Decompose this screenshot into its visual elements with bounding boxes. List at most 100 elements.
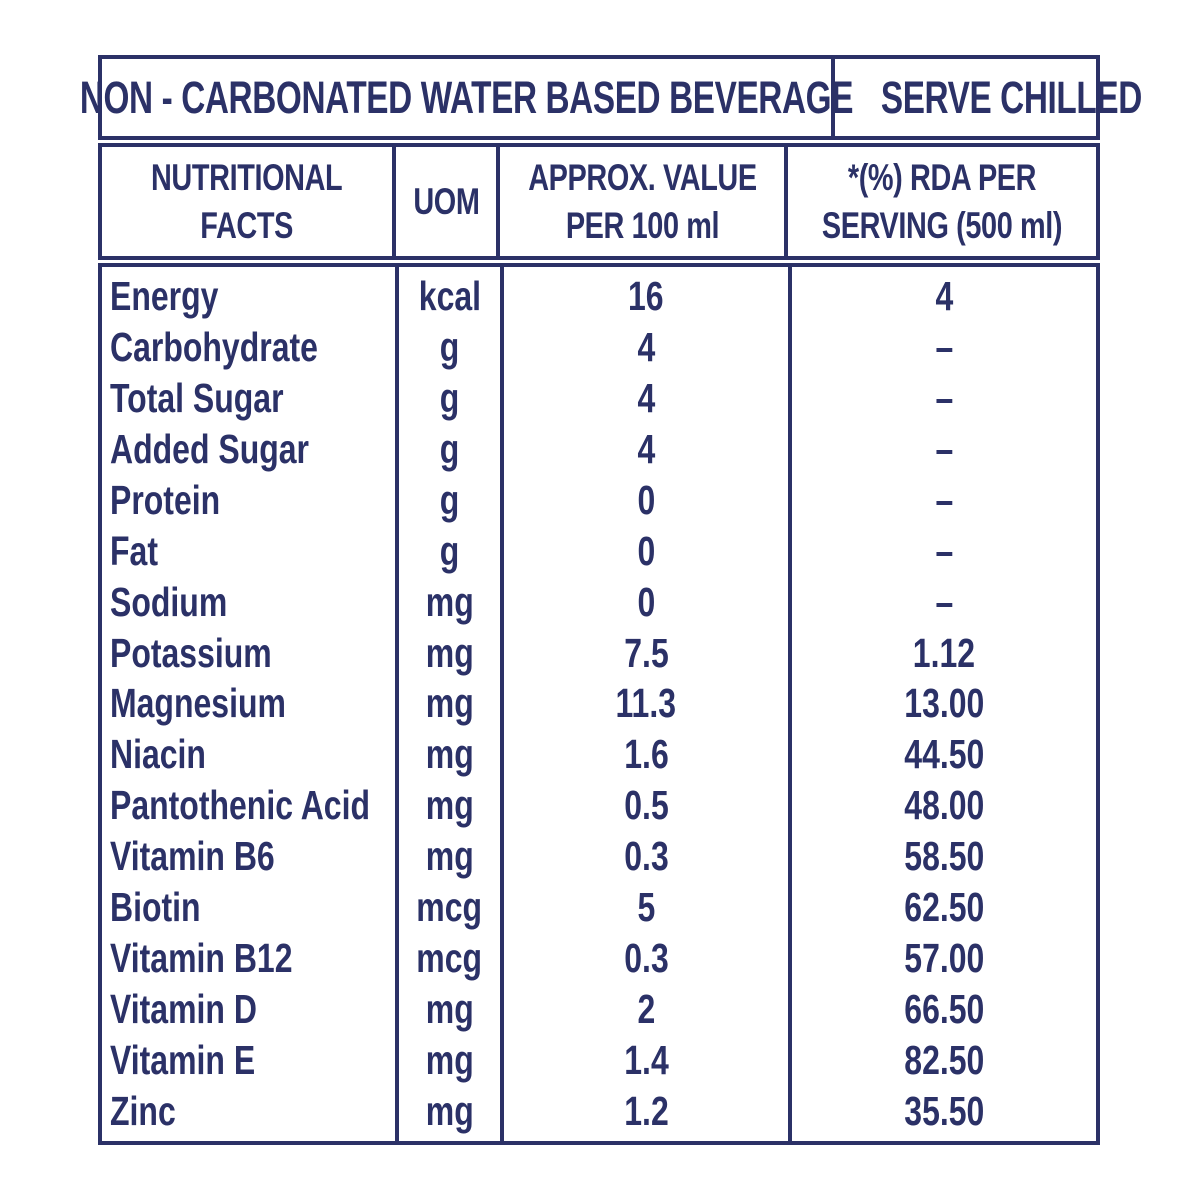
cell-uom: mcg	[399, 882, 500, 933]
cell-name: Biotin	[102, 882, 395, 933]
cell-name: Magnesium	[102, 679, 395, 730]
cell-rda-text: –	[935, 323, 953, 370]
cell-rda-text: –	[935, 476, 953, 523]
cell-name: Added Sugar	[102, 424, 395, 475]
cell-name: Fat	[102, 526, 395, 577]
cell-value: 2	[504, 984, 788, 1035]
cell-uom-text: mg	[425, 578, 474, 625]
cell-value-text: 2	[637, 986, 655, 1033]
cell-rda-text: 44.50	[903, 731, 985, 778]
cell-name-text: Potassium	[110, 629, 272, 676]
column-rda: 4– – – – – –1.12 13.00 44.50 48.00 58.50 62.50 57.0…	[792, 267, 1096, 1141]
column-name: Energy Carbohydrate Total Sugar Added Sugar…	[102, 267, 399, 1141]
cell-name-text: Sodium	[110, 578, 228, 625]
cell-value: 11.3	[504, 679, 788, 730]
cell-value: 1.2	[504, 1086, 788, 1137]
cell-name: Vitamin E	[102, 1035, 395, 1086]
cell-uom-text: kcal	[418, 272, 481, 319]
col-header-rda-per-serving: *(%) RDA PER SERVING (500 ml)	[788, 147, 1096, 256]
cell-rda: 35.50	[792, 1086, 1096, 1137]
cell-rda-text: 48.00	[903, 782, 985, 829]
cell-value-text: 0.3	[623, 833, 669, 880]
cell-uom-text: mg	[425, 731, 474, 778]
cell-uom-text: g	[439, 476, 460, 523]
cell-value-text: 1.2	[623, 1087, 669, 1134]
cell-value: 4	[504, 373, 788, 424]
cell-name-text: Magnesium	[110, 680, 286, 727]
cell-name: Carbohydrate	[102, 322, 395, 373]
cell-value-text: 1.4	[623, 1037, 669, 1084]
cell-rda-text: 35.50	[903, 1087, 985, 1134]
column-uom: kcal g g g g g mg mg mg mg mg mg mcg mcg mg mg mg	[399, 267, 504, 1141]
cell-value: 4	[504, 424, 788, 475]
cell-uom-text: mg	[425, 782, 474, 829]
cell-uom-text: mg	[425, 629, 474, 676]
cell-uom-text: mg	[425, 1037, 474, 1084]
cell-value-text: 5	[637, 884, 655, 931]
cell-value: 0.3	[504, 831, 788, 882]
cell-uom-text: g	[439, 425, 460, 472]
cell-rda: 44.50	[792, 729, 1096, 780]
cell-rda-text: 66.50	[903, 986, 985, 1033]
cell-rda-text: 58.50	[903, 833, 985, 880]
cell-uom: mg	[399, 831, 500, 882]
col-header-line: FACTS	[200, 204, 294, 246]
cell-value-text: 0.3	[623, 935, 669, 982]
nutrition-label: NON - CARBONATED WATER BASED BEVERAGE SE…	[80, 55, 1142, 1145]
cell-uom: mg	[399, 729, 500, 780]
cell-name-text: Fat	[110, 527, 158, 574]
cell-uom: mg	[399, 1035, 500, 1086]
cell-uom: mcg	[399, 933, 500, 984]
cell-name-text: Vitamin E	[110, 1037, 256, 1084]
col-header-line: PER 100 ml	[565, 204, 719, 246]
cell-name-text: Energy	[110, 272, 219, 319]
cell-rda-text: –	[935, 425, 953, 472]
cell-name-text: Protein	[110, 476, 221, 523]
col-header-line: UOM	[412, 180, 480, 222]
cell-rda: –	[792, 577, 1096, 628]
cell-name: Pantothenic Acid	[102, 780, 395, 831]
cell-uom-text: g	[439, 527, 460, 574]
cell-value-text: 0.5	[623, 782, 669, 829]
col-header-uom: UOM	[396, 147, 501, 256]
column-value: 16 4 4 4 0 0 0 7.5 11.3 1.6 0.5 0.3 5 0.3 2 1.4 1.2	[504, 267, 792, 1141]
cell-uom-text: mg	[425, 680, 474, 727]
cell-uom-text: g	[439, 323, 460, 370]
cell-uom: g	[399, 424, 500, 475]
cell-uom: g	[399, 526, 500, 577]
cell-uom-text: mcg	[416, 884, 483, 931]
cell-name: Sodium	[102, 577, 395, 628]
cell-rda-text: 82.50	[903, 1037, 985, 1084]
cell-rda: 62.50	[792, 882, 1096, 933]
cell-value-text: 4	[637, 374, 655, 421]
cell-value: 0.3	[504, 933, 788, 984]
col-header-nutritional-facts: NUTRITIONAL FACTS	[102, 147, 397, 256]
cell-name: Vitamin B6	[102, 831, 395, 882]
cell-uom-text: mg	[425, 1087, 474, 1134]
cell-name: Zinc	[102, 1086, 395, 1137]
cell-rda: –	[792, 475, 1096, 526]
cell-name-text: Vitamin D	[110, 986, 257, 1033]
cell-name: Potassium	[102, 628, 395, 679]
cell-uom: kcal	[399, 271, 500, 322]
banner-product-type-label: NON - CARBONATED WATER BASED BEVERAGE	[79, 71, 854, 123]
table-header-row: NUTRITIONAL FACTS UOM APPROX. VALUE PER …	[98, 143, 1100, 260]
cell-rda-text: 57.00	[903, 935, 985, 982]
cell-value: 5	[504, 882, 788, 933]
cell-name: Vitamin B12	[102, 933, 395, 984]
cell-value: 1.6	[504, 729, 788, 780]
col-header-line: SERVING (500 ml)	[821, 204, 1063, 246]
cell-rda: –	[792, 424, 1096, 475]
cell-rda-text: –	[935, 578, 953, 625]
cell-rda: –	[792, 526, 1096, 577]
cell-value-text: 4	[637, 425, 655, 472]
cell-name-text: Total Sugar	[110, 374, 284, 421]
cell-uom-text: g	[439, 374, 460, 421]
cell-uom: mg	[399, 1086, 500, 1137]
cell-name: Energy	[102, 271, 395, 322]
cell-name-text: Niacin	[110, 731, 206, 778]
col-header-line: NUTRITIONAL	[151, 157, 343, 199]
cell-value: 1.4	[504, 1035, 788, 1086]
cell-name-text: Carbohydrate	[110, 323, 318, 370]
